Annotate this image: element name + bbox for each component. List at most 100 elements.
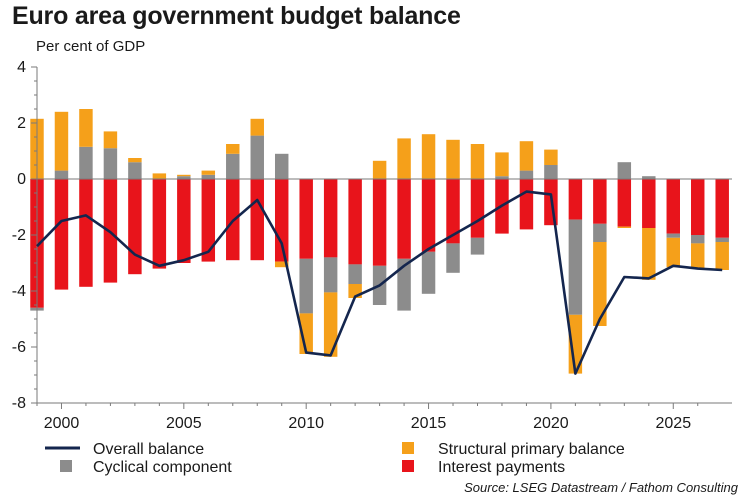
bar-structural-primary-balance — [79, 109, 93, 147]
chart-subtitle: Per cent of GDP — [36, 38, 146, 55]
tick-labels: -8 -6 -4 -2 0 2 4 2000 2005 2010 2015 2020 2025 — [12, 59, 691, 432]
bar-structural-primary-balance — [201, 170, 216, 175]
bar-structural-primary-balance — [274, 261, 289, 268]
bar-structural-primary-balance — [152, 173, 167, 179]
bar-cyclical-component — [201, 174, 216, 179]
bar-interest-payments — [299, 179, 313, 259]
bar-structural-primary-balance — [323, 292, 338, 357]
bar-cyclical-component — [348, 264, 362, 284]
bar-cyclical-component — [642, 176, 656, 179]
bar-cyclical-component — [593, 223, 607, 242]
legend: Overall balance Cyclical component Struc… — [45, 441, 625, 476]
bar-interest-payments — [519, 179, 534, 230]
bar-structural-primary-balance — [226, 144, 240, 154]
bar-cyclical-component — [274, 153, 289, 179]
bar-structural-primary-balance — [299, 313, 313, 354]
bar-structural-primary-balance — [495, 152, 509, 177]
bar-interest-payments — [568, 179, 583, 220]
bar-cyclical-component — [568, 219, 583, 315]
source-note: Source: LSEG Datastream / Fathom Consult… — [464, 480, 738, 495]
bar-interest-payments — [397, 179, 411, 259]
bar-structural-primary-balance — [642, 228, 656, 280]
bar-interest-payments — [617, 179, 632, 227]
y-tick-label: 0 — [17, 171, 26, 188]
legend-label-overall: Overall balance — [93, 441, 204, 458]
bar-cyclical-component — [128, 162, 142, 179]
x-tick-label: 2005 — [166, 415, 202, 432]
bar-interest-payments — [177, 179, 191, 263]
bar-cyclical-component — [691, 235, 705, 244]
bar-group — [30, 109, 729, 374]
bar-cyclical-component — [470, 237, 485, 255]
x-tick-label: 2025 — [656, 415, 692, 432]
bar-structural-primary-balance — [715, 242, 729, 270]
bar-structural-primary-balance — [568, 314, 583, 374]
bar-structural-primary-balance — [666, 237, 680, 268]
bar-structural-primary-balance — [372, 160, 387, 179]
bar-structural-primary-balance — [128, 158, 142, 163]
bar-cyclical-component — [79, 146, 93, 179]
bar-structural-primary-balance — [593, 242, 607, 326]
bar-cyclical-component — [617, 162, 632, 179]
y-tick-label: -8 — [12, 395, 26, 412]
bar-interest-payments — [128, 179, 142, 275]
bar-structural-primary-balance — [54, 111, 69, 171]
bar-interest-payments — [250, 179, 264, 261]
bar-interest-payments — [348, 179, 362, 265]
axes — [31, 66, 732, 409]
bar-interest-payments — [446, 179, 460, 244]
y-tick-label: 2 — [17, 115, 26, 132]
bar-interest-payments — [323, 179, 338, 258]
bar-cyclical-component — [495, 176, 509, 179]
bar-cyclical-component — [446, 243, 460, 273]
bar-cyclical-component — [666, 233, 680, 238]
bar-structural-primary-balance — [250, 118, 264, 136]
bar-interest-payments — [421, 179, 436, 252]
bar-cyclical-component — [421, 251, 436, 294]
bar-structural-primary-balance — [470, 144, 485, 179]
legend-swatch-structural — [402, 442, 414, 454]
bar-interest-payments — [470, 179, 485, 238]
legend-label-structural: Structural primary balance — [438, 441, 625, 458]
x-tick-label: 2010 — [288, 415, 324, 432]
bar-interest-payments — [79, 179, 93, 287]
bar-interest-payments — [54, 179, 69, 290]
y-tick-label: -2 — [12, 227, 26, 244]
bar-structural-primary-balance — [617, 226, 632, 228]
line-group — [36, 190, 723, 375]
bar-cyclical-component — [226, 153, 240, 179]
bar-cyclical-component — [299, 258, 313, 314]
bar-structural-primary-balance — [544, 149, 558, 165]
bar-interest-payments — [152, 179, 167, 269]
legend-label-interest: Interest payments — [438, 459, 565, 476]
bar-interest-payments — [691, 179, 705, 235]
y-tick-label: 4 — [17, 59, 26, 76]
bar-cyclical-component — [250, 135, 264, 179]
bar-structural-primary-balance — [177, 174, 191, 177]
y-tick-label: -6 — [12, 339, 26, 356]
bar-interest-payments — [274, 179, 289, 262]
bar-interest-payments — [372, 179, 387, 266]
bar-interest-payments — [666, 179, 680, 234]
x-tick-label: 2020 — [533, 415, 569, 432]
legend-swatch-interest — [402, 460, 414, 472]
legend-label-cyclical: Cyclical component — [93, 459, 232, 476]
bar-cyclical-component — [544, 165, 558, 179]
bar-interest-payments — [642, 179, 656, 228]
bar-structural-primary-balance — [103, 131, 118, 149]
bar-structural-primary-balance — [519, 141, 534, 171]
bar-cyclical-component — [715, 237, 729, 242]
bar-interest-payments — [593, 179, 607, 224]
bar-cyclical-component — [103, 148, 118, 179]
bar-cyclical-component — [519, 170, 534, 179]
x-tick-label: 2015 — [411, 415, 447, 432]
bar-structural-primary-balance — [397, 138, 411, 179]
bar-cyclical-component — [177, 176, 191, 179]
bar-structural-primary-balance — [421, 134, 436, 179]
x-tick-label: 2000 — [44, 415, 80, 432]
bar-cyclical-component — [323, 257, 338, 293]
chart-title: Euro area government budget balance — [12, 2, 461, 30]
bar-interest-payments — [201, 179, 216, 262]
bar-cyclical-component — [54, 170, 69, 179]
